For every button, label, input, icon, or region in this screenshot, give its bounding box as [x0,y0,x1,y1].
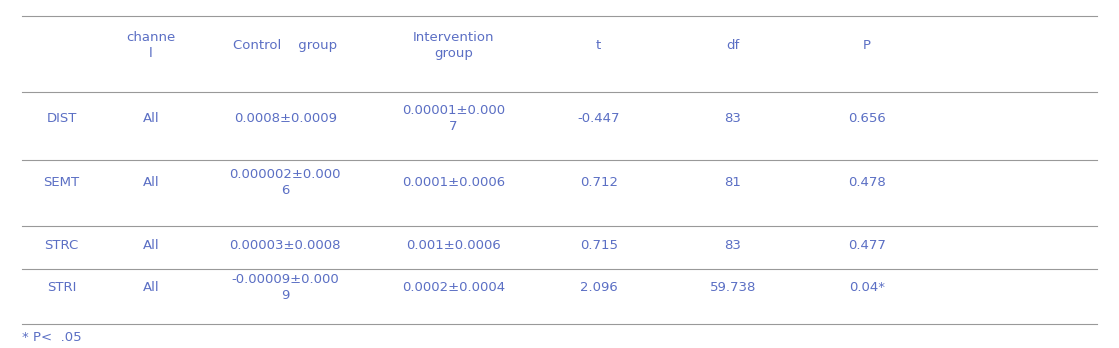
Text: channe
l: channe l [126,31,176,60]
Text: P: P [863,39,872,52]
Text: 0.00003±0.0008: 0.00003±0.0008 [229,239,341,252]
Text: -0.447: -0.447 [577,112,620,125]
Text: 0.715: 0.715 [580,239,618,252]
Text: All: All [143,176,159,189]
Text: STRC: STRC [45,239,78,252]
Text: 0.0001±0.0006: 0.0001±0.0006 [402,176,505,189]
Text: 0.001±0.0006: 0.001±0.0006 [406,239,500,252]
Text: 0.712: 0.712 [580,176,618,189]
Text: * P<  .05: * P< .05 [22,331,82,343]
Text: t: t [596,39,601,52]
Text: 83: 83 [724,112,742,125]
Text: 0.00001±0.000
7: 0.00001±0.000 7 [402,104,505,133]
Text: Intervention
group: Intervention group [413,31,493,60]
Text: 0.0008±0.0009: 0.0008±0.0009 [234,112,337,125]
Text: 83: 83 [724,239,742,252]
Text: 81: 81 [724,176,742,189]
Text: Control    group: Control group [233,39,338,52]
Text: df: df [726,39,740,52]
Text: 0.0002±0.0004: 0.0002±0.0004 [402,280,505,294]
Text: 59.738: 59.738 [709,280,756,294]
Text: DIST: DIST [46,112,77,125]
Text: 0.477: 0.477 [848,239,886,252]
Text: SEMT: SEMT [44,176,79,189]
Text: 0.656: 0.656 [848,112,886,125]
Text: STRI: STRI [47,280,76,294]
Text: All: All [143,112,159,125]
Text: All: All [143,280,159,294]
Text: 2.096: 2.096 [580,280,618,294]
Text: All: All [143,239,159,252]
Text: -0.00009±0.000
9: -0.00009±0.000 9 [232,272,339,302]
Text: 0.000002±0.000
6: 0.000002±0.000 6 [229,168,341,197]
Text: 0.478: 0.478 [848,176,886,189]
Text: 0.04*: 0.04* [849,280,885,294]
